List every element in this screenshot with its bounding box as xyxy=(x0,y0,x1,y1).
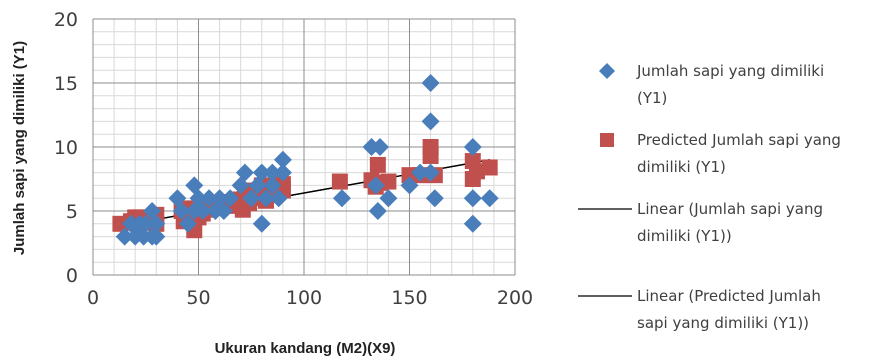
actual-point xyxy=(421,112,440,131)
actual-point xyxy=(136,214,155,233)
actual-point xyxy=(200,189,219,208)
actual-point xyxy=(379,189,398,208)
actual-point xyxy=(421,163,440,182)
actual-point xyxy=(115,227,134,246)
actual-point xyxy=(252,163,271,182)
actual-point xyxy=(463,189,482,208)
legend-diamond-marker xyxy=(599,63,615,79)
actual-point xyxy=(263,163,282,182)
legend-label: dimiliki (Y1)) xyxy=(637,227,732,245)
actual-point xyxy=(368,202,387,220)
y-tick-label: 10 xyxy=(54,137,78,159)
actual-point xyxy=(366,176,385,195)
actual-point xyxy=(257,189,276,208)
predicted-point xyxy=(274,176,291,193)
x-tick-label: 100 xyxy=(286,287,322,309)
actual-point xyxy=(269,189,288,208)
x-tick-label: 50 xyxy=(186,287,210,309)
legend-label: sapi yang dimiliki (Y1)) xyxy=(637,314,809,332)
predicted-point xyxy=(422,147,439,164)
predicted-point xyxy=(481,159,498,176)
legend-label: Linear (Jumlah sapi yang xyxy=(637,200,823,218)
actual-point xyxy=(252,214,271,233)
actual-point xyxy=(178,214,197,233)
actual-point xyxy=(480,189,499,208)
actual-point xyxy=(425,189,444,208)
legend-label: Predicted Jumlah sapi yang xyxy=(637,131,841,149)
series-actual-markers xyxy=(115,74,499,246)
actual-point xyxy=(263,176,282,195)
x-tick-label: 0 xyxy=(87,287,99,309)
actual-point xyxy=(235,163,254,182)
legend-label: Jumlah sapi yang dimiliki xyxy=(636,62,824,80)
x-axis-tick-labels: 0 50 100 150 200 xyxy=(87,287,533,309)
x-tick-label: 150 xyxy=(391,287,427,309)
actual-point xyxy=(332,189,351,208)
actual-point xyxy=(172,202,191,220)
x-tick-label: 200 xyxy=(497,287,533,309)
y-axis-tick-labels: 0 5 10 15 20 xyxy=(54,9,78,287)
actual-point xyxy=(147,227,166,246)
y-tick-label: 5 xyxy=(66,201,78,223)
x-axis-title: Ukuran kandang (M2)(X9) xyxy=(215,340,396,357)
actual-point xyxy=(421,74,440,92)
legend-label: dimiliki (Y1) xyxy=(637,158,726,176)
actual-point xyxy=(273,150,292,169)
predicted-point xyxy=(331,173,348,190)
predicted-point xyxy=(469,163,486,180)
actual-point xyxy=(463,138,482,156)
predicted-point xyxy=(369,156,386,173)
actual-point xyxy=(221,189,240,208)
actual-point xyxy=(400,176,419,195)
actual-point xyxy=(242,189,261,208)
actual-point xyxy=(193,202,212,220)
actual-point xyxy=(147,214,166,233)
legend: Jumlah sapi yang dimiliki (Y1) Predicted J… xyxy=(578,62,841,332)
actual-point xyxy=(463,214,482,233)
y-tick-label: 0 xyxy=(66,265,78,287)
actual-point xyxy=(411,163,430,182)
actual-point xyxy=(370,138,389,156)
y-axis-title: Jumlah sapi yang dimiliki (Y1) xyxy=(11,41,28,255)
legend-label: (Y1) xyxy=(637,89,667,107)
y-tick-label: 20 xyxy=(54,9,78,31)
legend-label: Linear (Predicted Jumlah xyxy=(637,287,821,305)
y-tick-label: 15 xyxy=(54,73,78,95)
legend-square-marker xyxy=(600,133,614,147)
actual-point xyxy=(273,163,292,182)
actual-point xyxy=(214,202,233,220)
